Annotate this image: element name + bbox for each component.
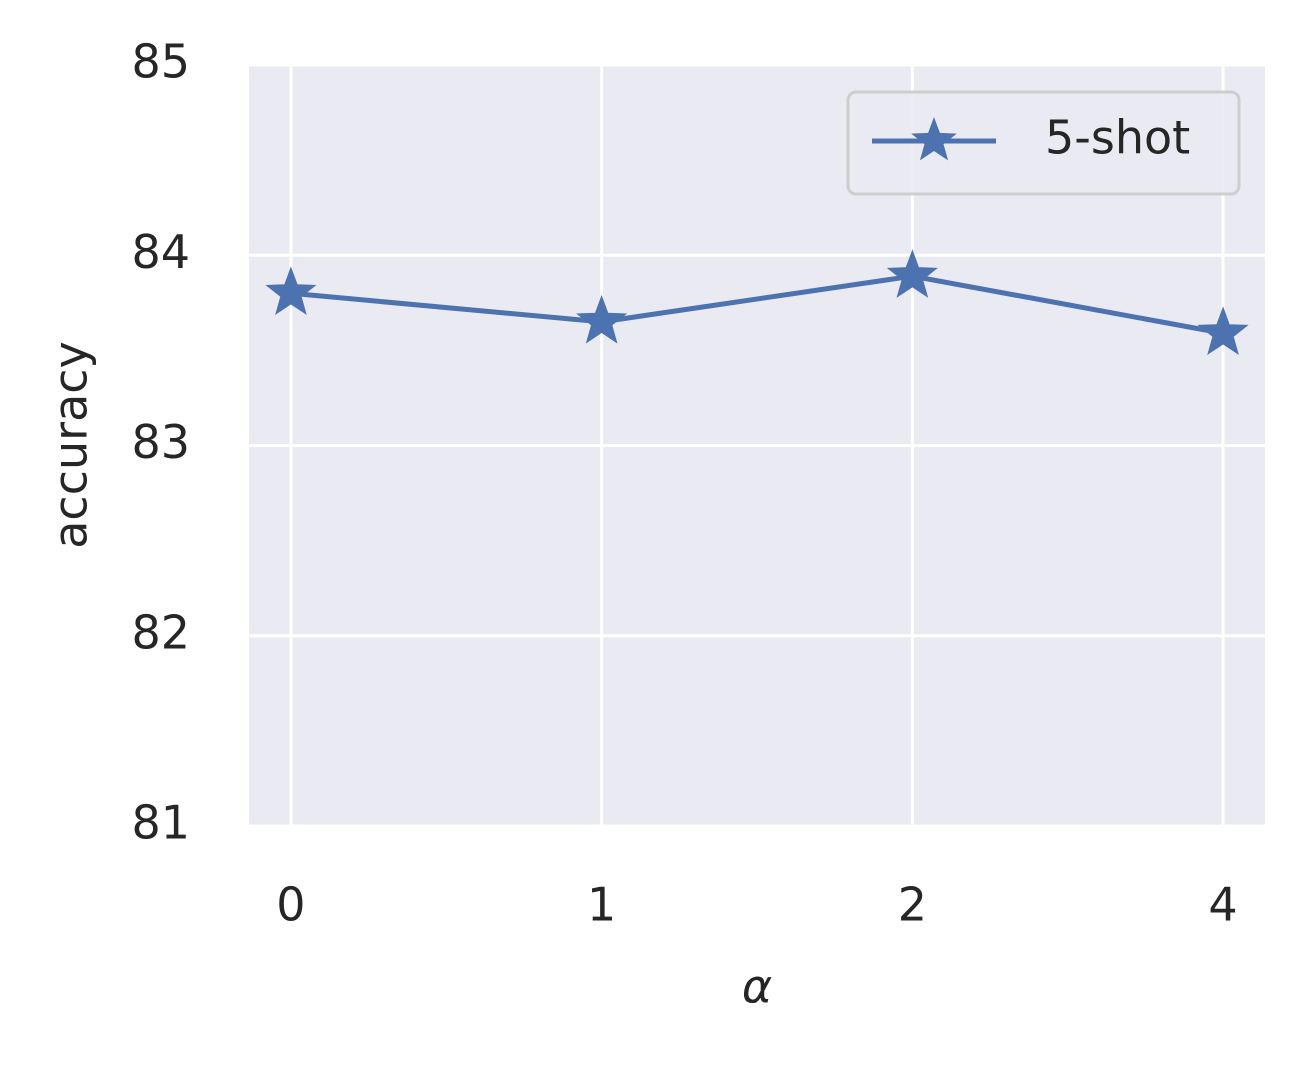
data-line [290,273,1224,336]
legend-marker [911,117,957,161]
x-axis-label: α [742,960,772,1014]
legend: 5-shot [846,90,1241,196]
data-point [265,266,317,316]
y-tick-label: 81 [131,796,190,850]
y-tick-label: 83 [131,415,190,469]
data-point [886,249,938,298]
x-tick-label: 2 [898,878,927,932]
x-tick-label: 1 [587,878,616,932]
x-tick-label: 0 [276,878,305,932]
data-point [576,294,628,344]
y-axis-label: accuracy [44,341,98,549]
legend-box [846,90,1241,196]
y-tick-label: 85 [131,35,190,89]
legend-label: 5-shot [1045,111,1190,165]
data-point [1197,306,1249,356]
y-tick-label: 82 [131,605,190,659]
y-tick-label: 84 [131,225,190,279]
x-tick-label: 4 [1208,878,1237,932]
